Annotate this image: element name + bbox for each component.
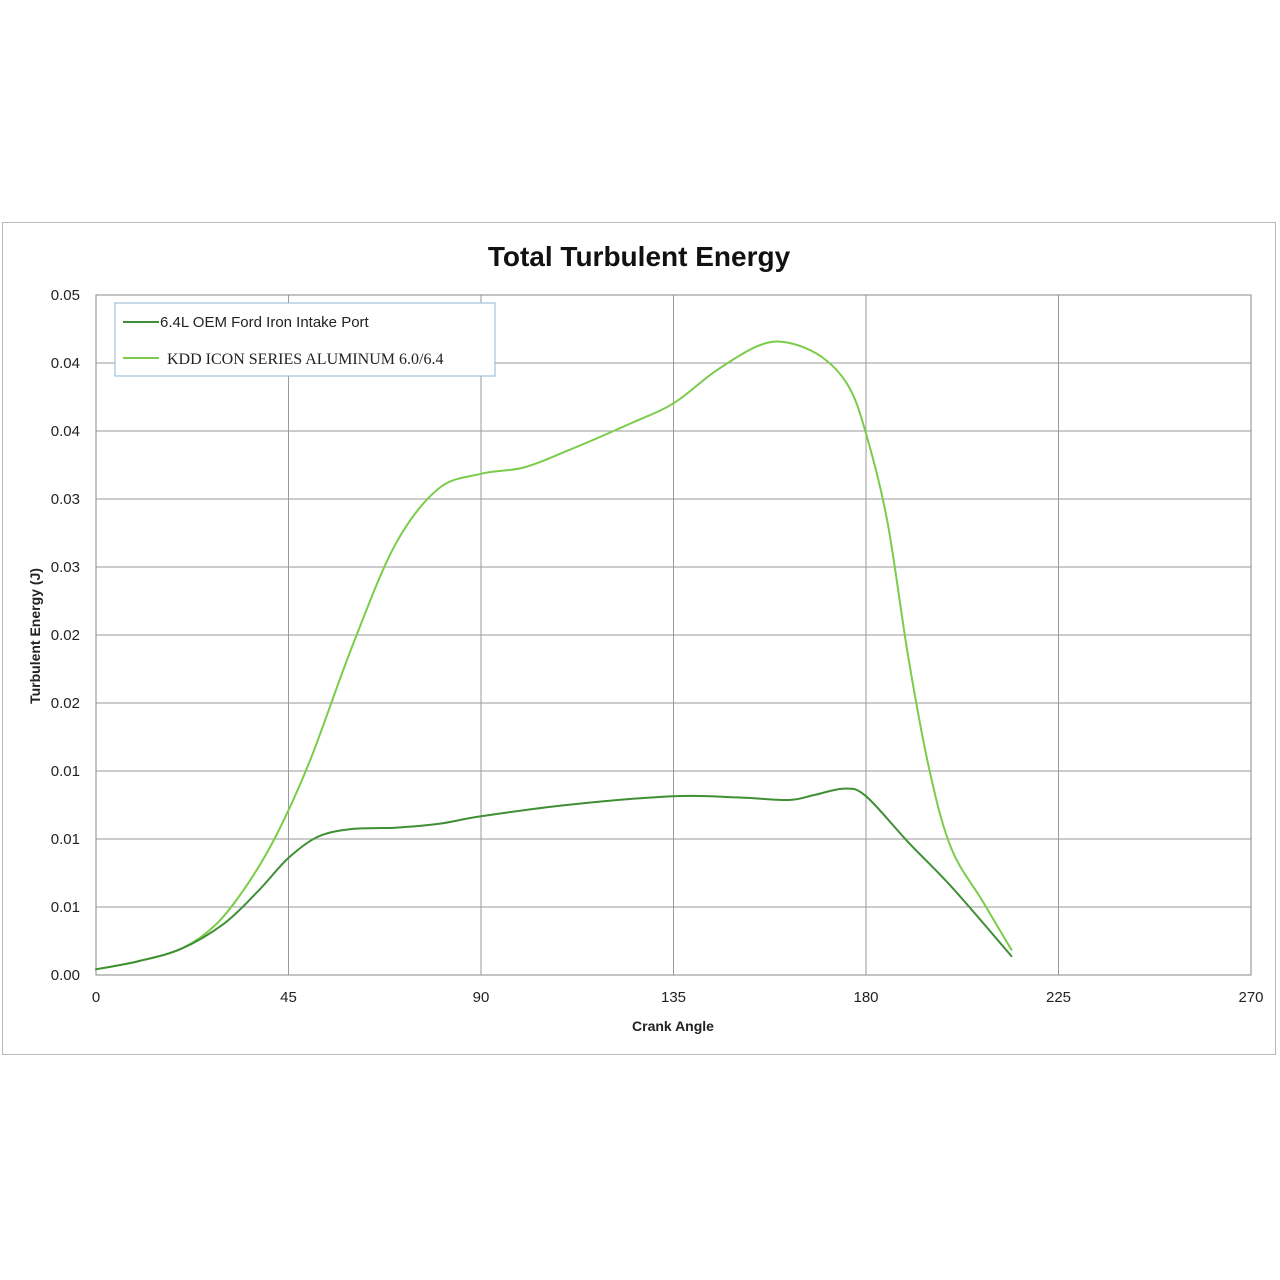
y-tick-label: 0.01 xyxy=(51,899,80,916)
plot-area-border xyxy=(95,294,1252,976)
axes: 0.00 0.01 0.01 0.01 0.02 0.02 0.03 0.03 0.04 0.04… xyxy=(51,287,1264,1006)
legend: 6.4L OEM Ford Iron Intake Port KDD ICON … xyxy=(114,302,496,377)
y-tick-label: 0.03 xyxy=(51,559,80,576)
line-chart: Total Turbulent Energy 0.000.010.010.010… xyxy=(27,241,1264,1034)
y-tick-label: 0.02 xyxy=(51,627,80,644)
y-tick-label: 0.04 xyxy=(51,355,80,372)
series-line-oem xyxy=(95,787,1013,971)
x-tick-label: 180 xyxy=(853,989,878,1006)
x-tick-label: 270 xyxy=(1238,989,1263,1006)
series-lines xyxy=(95,340,1013,971)
y-axis-title: Turbulent Energy (J) xyxy=(27,568,43,704)
y-tick-label: 0.05 xyxy=(51,287,80,304)
y-tick-label: 0.04 xyxy=(51,423,80,440)
x-tick-label: 90 xyxy=(473,989,490,1006)
x-tick-label: 225 xyxy=(1046,989,1071,1006)
legend-box xyxy=(114,302,496,377)
y-tick-label: 0.01 xyxy=(51,763,80,780)
y-tick-label: 0.03 xyxy=(51,491,80,508)
chart-frame: Total Turbulent Energy 0.00 0.01 0.01 0.01 0… xyxy=(2,222,1276,1055)
series-line-kdd xyxy=(95,340,1013,971)
y-tick-label: 0.01 xyxy=(51,831,80,848)
gridlines xyxy=(95,294,1252,976)
x-tick-label: 45 xyxy=(280,989,297,1006)
x-axis-title: Crank Angle xyxy=(632,1018,714,1034)
legend-label-oem: 6.4L OEM Ford Iron Intake Port xyxy=(160,314,370,331)
x-tick-label: 0 xyxy=(92,989,100,1006)
x-tick-label: 135 xyxy=(661,989,686,1006)
y-tick-label: 0.00 xyxy=(51,967,80,984)
y-tick-label: 0.02 xyxy=(51,695,80,712)
legend-label-kdd: KDD ICON SERIES ALUMINUM 6.0/6.4 xyxy=(167,351,443,368)
chart-title: Total Turbulent Energy xyxy=(488,241,791,272)
